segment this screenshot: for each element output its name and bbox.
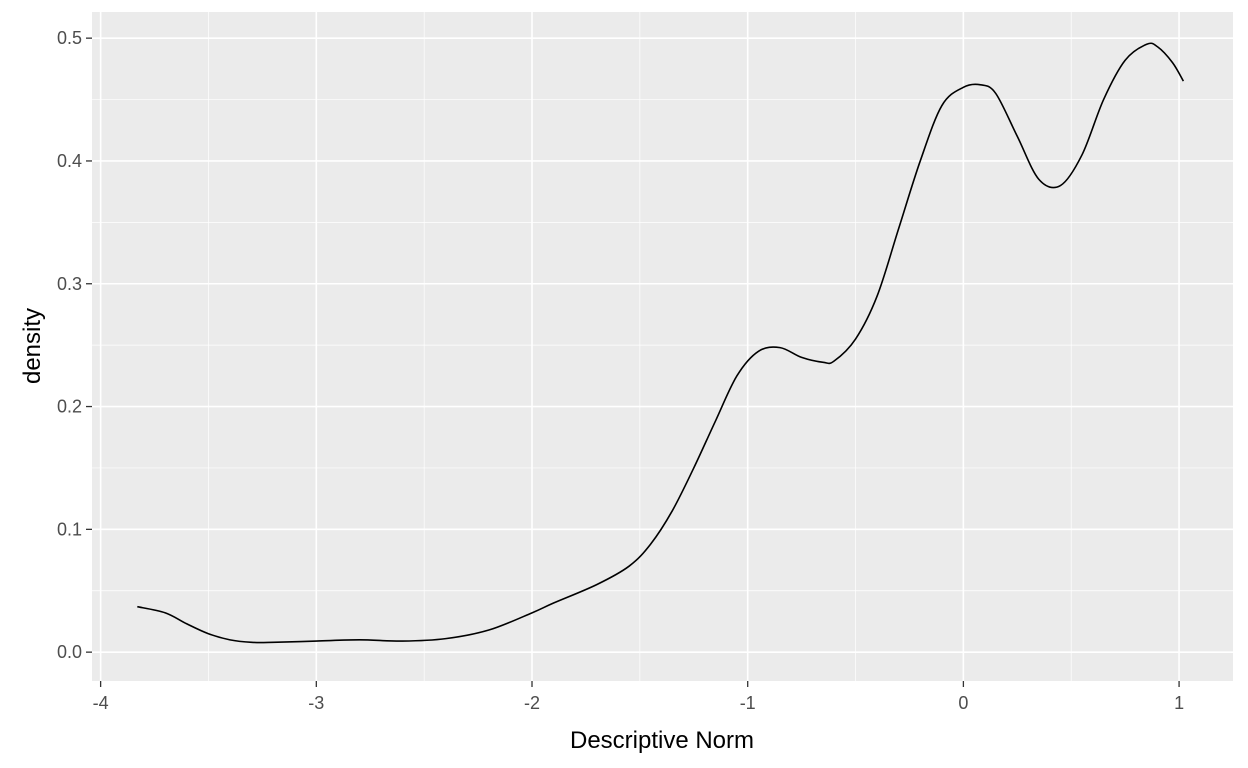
x-axis-title: Descriptive Norm bbox=[570, 727, 754, 754]
grid-minor bbox=[92, 12, 1233, 681]
density-line bbox=[137, 42, 1185, 644]
x-tick-label: 0 bbox=[958, 693, 968, 713]
y-axis: 0.0 0.1 0.2 0.3 0.4 0.5 bbox=[57, 28, 92, 662]
x-axis: -4 -3 -2 -1 0 1 bbox=[93, 681, 1184, 713]
grid-major bbox=[92, 12, 1233, 681]
y-tick-label: 0.4 bbox=[57, 151, 82, 171]
x-tick-label: -1 bbox=[740, 693, 756, 713]
x-tick-label: -4 bbox=[93, 693, 109, 713]
y-tick-label: 0.2 bbox=[57, 397, 82, 417]
x-tick-label: 1 bbox=[1174, 693, 1184, 713]
x-tick-label: -3 bbox=[308, 693, 324, 713]
y-tick-label: 0.1 bbox=[57, 519, 82, 539]
y-tick-label: 0.5 bbox=[57, 28, 82, 48]
plot-panel bbox=[92, 12, 1233, 681]
y-tick-label: 0.0 bbox=[57, 642, 82, 662]
y-axis-title: density bbox=[19, 308, 46, 384]
y-tick-label: 0.3 bbox=[57, 274, 82, 294]
x-tick-label: -2 bbox=[524, 693, 540, 713]
